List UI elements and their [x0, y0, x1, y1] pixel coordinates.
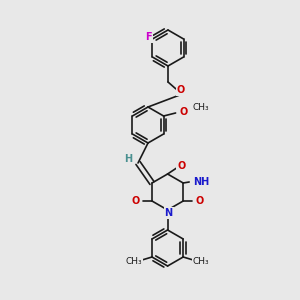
- Text: H: H: [124, 154, 132, 164]
- Text: CH₃: CH₃: [193, 256, 209, 266]
- Text: O: O: [177, 85, 185, 95]
- Text: F: F: [145, 32, 152, 42]
- Text: O: O: [178, 161, 186, 171]
- Text: N: N: [164, 208, 173, 218]
- Text: O: O: [195, 196, 203, 206]
- Text: O: O: [179, 107, 188, 117]
- Text: CH₃: CH₃: [126, 256, 142, 266]
- Text: O: O: [132, 196, 140, 206]
- Text: CH₃: CH₃: [193, 103, 209, 112]
- Text: NH: NH: [193, 177, 209, 187]
